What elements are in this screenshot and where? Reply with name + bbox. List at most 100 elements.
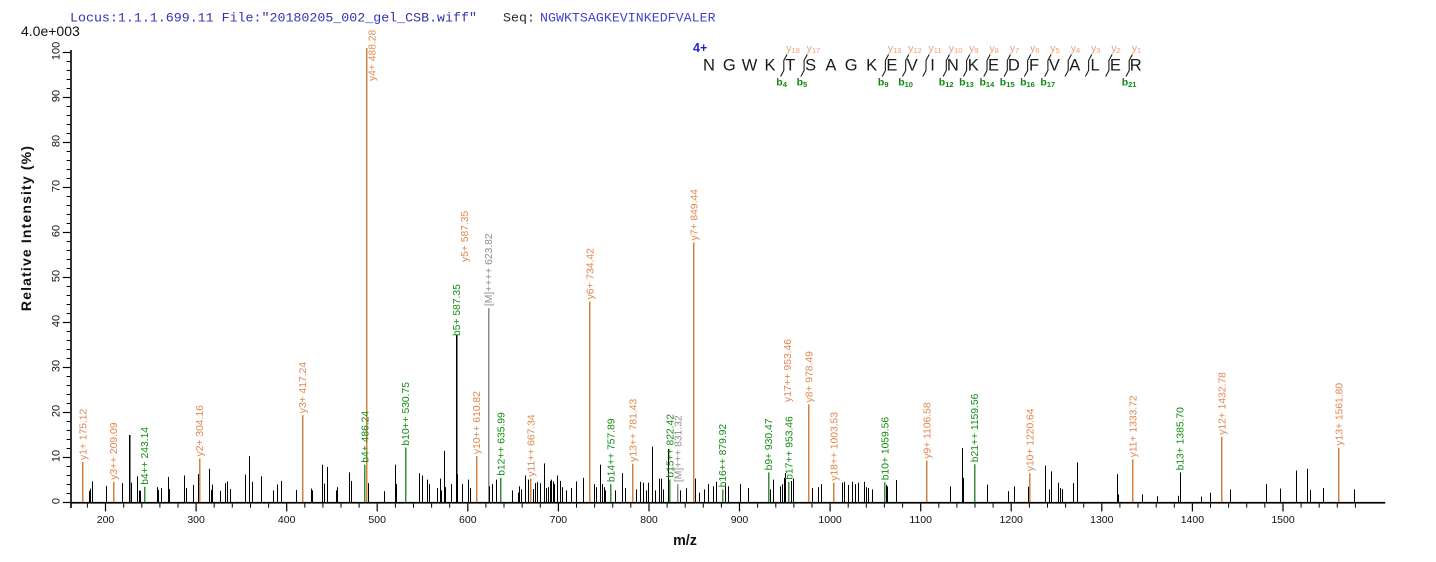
svg-text:L: L xyxy=(1091,57,1100,75)
svg-text:b4: b4 xyxy=(776,77,787,90)
svg-text:y7+ 849.44: y7+ 849.44 xyxy=(690,189,701,241)
svg-text:F: F xyxy=(1029,57,1039,75)
svg-text:y12+ 1432.78: y12+ 1432.78 xyxy=(1218,372,1229,435)
svg-text:D: D xyxy=(1008,57,1020,75)
svg-text:b14: b14 xyxy=(980,77,996,90)
svg-text:b13+ 1385.70: b13+ 1385.70 xyxy=(1176,407,1187,471)
svg-text:200: 200 xyxy=(97,514,115,526)
svg-text:b15: b15 xyxy=(1000,77,1015,90)
svg-text:b17: b17 xyxy=(1040,77,1055,90)
svg-text:70: 70 xyxy=(51,180,63,192)
svg-text:y5: y5 xyxy=(1050,43,1059,56)
svg-text:A: A xyxy=(1069,57,1080,75)
svg-text:y12: y12 xyxy=(908,43,922,56)
svg-text:y5+ 587.35: y5+ 587.35 xyxy=(460,210,471,262)
svg-text:y3++ 209.09: y3++ 209.09 xyxy=(109,422,120,480)
svg-text:y4: y4 xyxy=(1071,43,1080,56)
svg-text:500: 500 xyxy=(368,514,386,526)
svg-text:1100: 1100 xyxy=(909,514,932,526)
svg-text:b15++ 822.42: b15++ 822.42 xyxy=(666,414,677,478)
svg-text:y11++ 667.34: y11++ 667.34 xyxy=(526,414,537,476)
svg-text:T: T xyxy=(785,57,795,75)
svg-text:300: 300 xyxy=(187,514,205,526)
svg-text:[M]++++ 623.82: [M]++++ 623.82 xyxy=(484,233,495,306)
svg-text:100: 100 xyxy=(51,42,63,60)
svg-text:K: K xyxy=(764,57,775,75)
svg-text:30: 30 xyxy=(51,360,63,372)
svg-text:I: I xyxy=(930,57,935,75)
svg-text:K: K xyxy=(866,57,877,75)
svg-text:N: N xyxy=(947,57,959,75)
svg-text:y1+ 175.12: y1+ 175.12 xyxy=(79,408,90,460)
svg-text:b21++ 1159.56: b21++ 1159.56 xyxy=(970,393,981,462)
svg-text:b9+ 930.47: b9+ 930.47 xyxy=(764,418,775,470)
svg-text:b10++ 530.75: b10++ 530.75 xyxy=(401,382,412,446)
svg-text:W: W xyxy=(742,57,758,75)
svg-text:b13: b13 xyxy=(959,77,974,90)
svg-text:G: G xyxy=(723,57,736,75)
svg-text:b16: b16 xyxy=(1020,77,1035,90)
svg-text:y18++ 1003.53: y18++ 1003.53 xyxy=(829,412,840,481)
svg-text:R: R xyxy=(1130,57,1142,75)
svg-text:y8+ 978.49: y8+ 978.49 xyxy=(805,351,816,403)
svg-text:800: 800 xyxy=(640,514,658,526)
svg-text:y2: y2 xyxy=(1111,43,1120,56)
svg-text:y13++ 781.43: y13++ 781.43 xyxy=(629,399,640,462)
svg-text:Seq:: Seq: xyxy=(503,10,535,25)
svg-text:V: V xyxy=(907,57,918,75)
svg-text:y8: y8 xyxy=(990,43,999,56)
svg-text:50: 50 xyxy=(51,270,63,282)
svg-text:NGWKTSAGKEVINKEDFVALER: NGWKTSAGKEVINKEDFVALER xyxy=(540,10,716,25)
svg-text:y17++ 953.46: y17++ 953.46 xyxy=(783,339,794,402)
svg-text:b12: b12 xyxy=(939,77,954,90)
svg-text:y17: y17 xyxy=(807,43,821,56)
svg-text:S: S xyxy=(805,57,816,75)
svg-text:y6+ 734.42: y6+ 734.42 xyxy=(586,248,597,300)
svg-text:4.0e+003: 4.0e+003 xyxy=(21,23,80,39)
svg-text:m/z: m/z xyxy=(673,533,697,549)
svg-text:y9+ 1106.58: y9+ 1106.58 xyxy=(922,402,933,458)
svg-text:1200: 1200 xyxy=(1000,514,1024,526)
svg-text:900: 900 xyxy=(731,514,749,526)
svg-text:y3: y3 xyxy=(1091,43,1100,56)
svg-text:Locus:1.1.1.699.11 File:"20180: Locus:1.1.1.699.11 File:"20180205_002_ge… xyxy=(70,10,477,25)
svg-text:1300: 1300 xyxy=(1090,514,1114,526)
svg-text:1400: 1400 xyxy=(1181,514,1205,526)
svg-text:60: 60 xyxy=(51,225,63,237)
svg-text:b17++ 953.46: b17++ 953.46 xyxy=(784,416,795,480)
svg-text:G: G xyxy=(845,57,858,75)
svg-text:N: N xyxy=(703,57,715,75)
svg-text:A: A xyxy=(825,57,836,75)
svg-text:b16++ 879.92: b16++ 879.92 xyxy=(718,424,729,488)
svg-text:600: 600 xyxy=(459,514,477,526)
svg-text:20: 20 xyxy=(51,405,63,417)
svg-text:40: 40 xyxy=(51,315,63,327)
svg-text:y3+ 417.24: y3+ 417.24 xyxy=(298,362,309,414)
svg-text:y10++ 610.82: y10++ 610.82 xyxy=(472,391,483,454)
svg-text:y9: y9 xyxy=(969,43,978,56)
svg-text:b10: b10 xyxy=(898,77,913,90)
svg-text:E: E xyxy=(1110,57,1121,75)
svg-text:b14++ 757.89: b14++ 757.89 xyxy=(607,418,618,482)
svg-text:y7: y7 xyxy=(1010,43,1019,56)
svg-text:400: 400 xyxy=(278,514,296,526)
svg-text:b5: b5 xyxy=(797,77,808,90)
svg-text:b10+ 1059.56: b10+ 1059.56 xyxy=(880,417,891,481)
svg-text:V: V xyxy=(1049,57,1060,75)
svg-text:E: E xyxy=(886,57,897,75)
svg-text:y1: y1 xyxy=(1132,43,1141,56)
svg-text:Relative Intensity (%): Relative Intensity (%) xyxy=(18,145,34,311)
svg-text:b12++ 635.99: b12++ 635.99 xyxy=(497,412,508,476)
svg-text:10: 10 xyxy=(51,450,63,462)
svg-text:4+: 4+ xyxy=(693,41,707,55)
svg-text:y4+ 488.28: y4+ 488.28 xyxy=(368,29,379,81)
svg-text:700: 700 xyxy=(550,514,568,526)
svg-text:y13: y13 xyxy=(888,43,902,56)
svg-text:K: K xyxy=(968,57,979,75)
svg-text:b5+ 587.35: b5+ 587.35 xyxy=(452,284,463,336)
svg-text:y18: y18 xyxy=(786,43,800,56)
svg-text:1000: 1000 xyxy=(818,514,842,526)
svg-text:y11: y11 xyxy=(929,43,942,56)
svg-text:b4+ 486.24: b4+ 486.24 xyxy=(360,411,371,463)
svg-text:E: E xyxy=(988,57,999,75)
